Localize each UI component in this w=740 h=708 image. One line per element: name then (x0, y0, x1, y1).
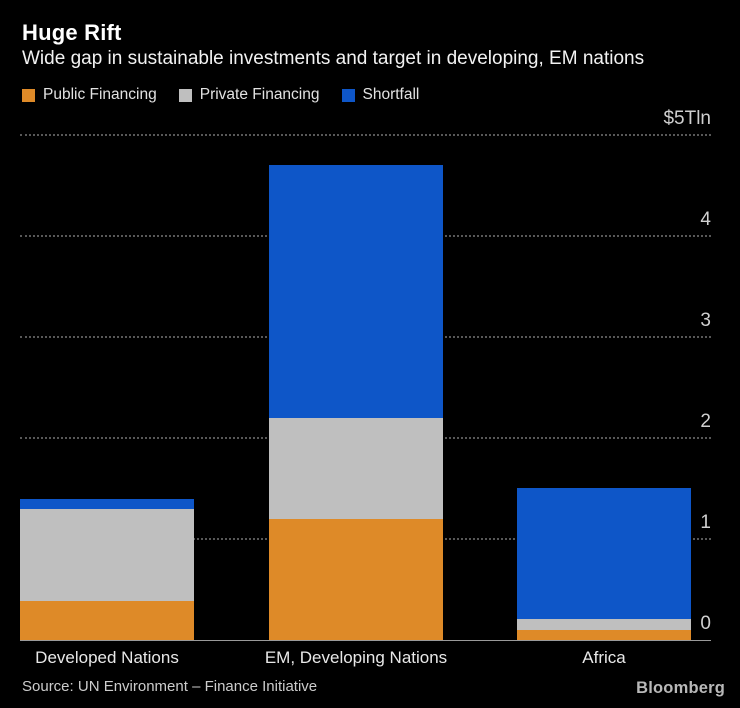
legend-label: Private Financing (199, 86, 320, 103)
bar-segment-private-financing (20, 508, 194, 601)
bloomberg-logo: Bloomberg (636, 679, 725, 697)
bar-1 (269, 165, 443, 640)
y-tick-label-1: 1 (700, 512, 711, 533)
gridline-5 (20, 134, 711, 136)
legend-label: Public Financing (43, 86, 157, 103)
legend-item-public-financing: Public Financing (22, 86, 157, 104)
bar-segment-public-financing (20, 600, 194, 640)
y-tick-label-0: 0 (700, 613, 711, 634)
y-tick-label-4: 4 (700, 209, 711, 230)
private-financing-swatch-icon (178, 88, 192, 102)
shortfall-swatch-icon (341, 88, 355, 102)
public-financing-swatch-icon (22, 88, 35, 102)
bar-segment-private-financing (517, 618, 691, 630)
x-axis-label-1: EM, Developing Nations (264, 648, 448, 667)
bar-segment-public-financing (517, 629, 691, 640)
legend-item-private-financing: Private Financing (178, 86, 320, 104)
x-axis-label-0: Developed Nations (35, 648, 179, 667)
bar-segment-shortfall (269, 165, 443, 418)
legend-item-shortfall: Shortfall (341, 86, 420, 104)
bar-segment-shortfall (517, 487, 691, 619)
y-tick-label-3: 3 (700, 310, 711, 331)
bar-2 (517, 487, 691, 640)
bar-segment-public-financing (269, 518, 443, 640)
chart-subtitle: Wide gap in sustainable investments and … (22, 48, 645, 69)
bar-0 (20, 498, 194, 640)
legend: Public Financing Private Financing Short… (22, 86, 419, 104)
x-axis-line (20, 640, 711, 641)
source-note: Source: UN Environment – Finance Initiat… (22, 678, 318, 695)
legend-label: Shortfall (362, 86, 420, 103)
y-tick-label-2: 2 (700, 411, 711, 432)
y-tick-label-5: $5Tln (663, 108, 711, 129)
x-axis-label-2: Africa (582, 648, 626, 667)
chart-title: Huge Rift (22, 20, 122, 45)
bar-segment-private-financing (269, 417, 443, 519)
bar-segment-shortfall (20, 498, 194, 509)
